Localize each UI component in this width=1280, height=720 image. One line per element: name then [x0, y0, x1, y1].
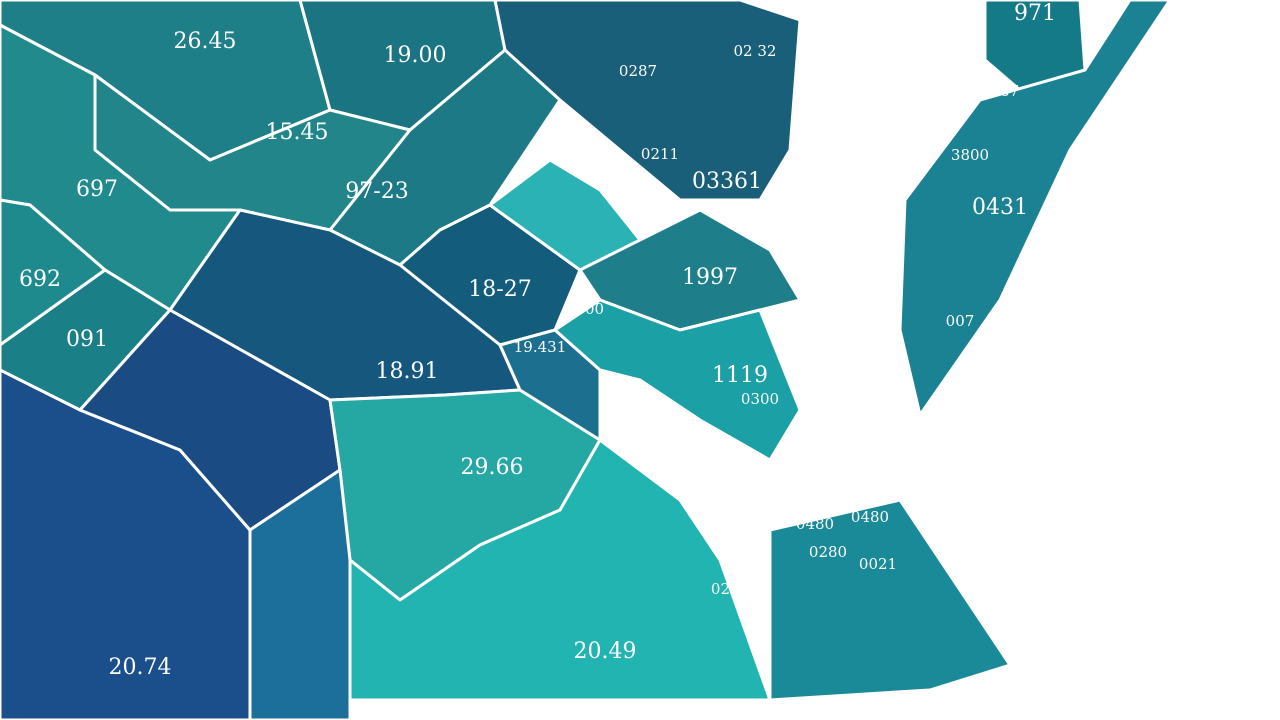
region-label: 0021	[859, 555, 897, 573]
region	[768, 498, 1012, 702]
region-label: 03361	[692, 169, 762, 194]
region	[488, 158, 642, 272]
region-label: 091	[66, 327, 108, 352]
region	[553, 298, 802, 462]
region-label: 0280	[809, 543, 847, 561]
region-label: 692	[19, 267, 61, 292]
region-label: 0480	[796, 515, 834, 533]
region-label: 007	[946, 312, 975, 330]
region-label: 0300	[741, 390, 779, 408]
region-label: 0480	[851, 508, 889, 526]
region-label: 20.74	[109, 655, 172, 680]
region-label: 0287	[619, 62, 657, 80]
region-label: 19.00	[384, 43, 447, 68]
region-label: 1997	[682, 265, 738, 290]
labels: 26.45 19.00 15.45 97-23 697 692 091 18-2…	[19, 1, 1056, 680]
region	[248, 468, 352, 720]
region-label: 18.91	[376, 359, 439, 384]
region	[498, 328, 602, 442]
regions	[0, 0, 1172, 720]
region-label: 15.45	[266, 120, 329, 145]
region-label: 697	[76, 177, 118, 202]
region-label: 18-27	[468, 277, 531, 302]
region-label: 97-23	[345, 179, 408, 204]
region-label: 0211	[641, 145, 679, 163]
region-label: 971	[1014, 1, 1056, 26]
region-label: 20.49	[574, 639, 637, 664]
region-label: 02 32	[734, 42, 777, 60]
region-label: 0211	[711, 580, 749, 598]
region-label: 26.45	[174, 29, 237, 54]
region-label: 1119	[712, 363, 768, 388]
region-label: 0300	[566, 300, 604, 318]
region	[898, 0, 1172, 417]
region-label: 19.431	[514, 338, 567, 356]
region-label: 0431	[972, 195, 1028, 220]
region-label: 0287	[981, 82, 1019, 100]
region	[348, 438, 772, 702]
region	[493, 0, 802, 202]
region-label: 29.66	[461, 455, 524, 480]
region-label: 3800	[951, 146, 989, 164]
